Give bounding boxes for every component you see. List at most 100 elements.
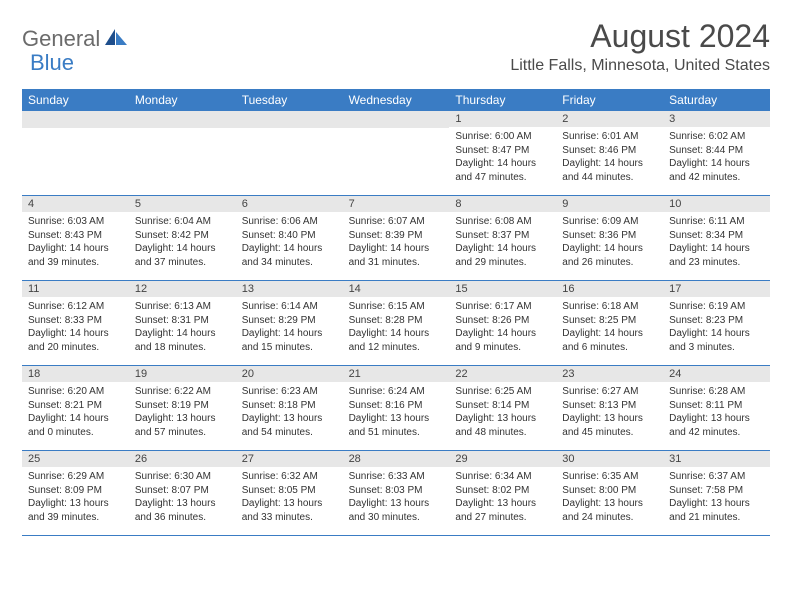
weekday-sunday: Sunday [22, 89, 129, 111]
day-cell: 9Sunrise: 6:09 AMSunset: 8:36 PMDaylight… [556, 196, 663, 280]
sunrise-line: Sunrise: 6:03 AM [28, 215, 123, 229]
day-number: 19 [129, 366, 236, 382]
page-title: August 2024 [510, 18, 770, 55]
day-details: Sunrise: 6:20 AMSunset: 8:21 PMDaylight:… [22, 382, 129, 443]
day-number: 7 [343, 196, 450, 212]
day-number: 20 [236, 366, 343, 382]
sunset-line: Sunset: 8:31 PM [135, 314, 230, 328]
logo-text-general: General [22, 26, 100, 52]
weekday-header: SundayMondayTuesdayWednesdayThursdayFrid… [22, 89, 770, 111]
sunrise-line: Sunrise: 6:33 AM [349, 470, 444, 484]
day-cell: 17Sunrise: 6:19 AMSunset: 8:23 PMDayligh… [663, 281, 770, 365]
daylight-line: Daylight: 13 hours and 48 minutes. [455, 412, 550, 439]
sunrise-line: Sunrise: 6:19 AM [669, 300, 764, 314]
sunrise-line: Sunrise: 6:32 AM [242, 470, 337, 484]
week-row: 1Sunrise: 6:00 AMSunset: 8:47 PMDaylight… [22, 111, 770, 196]
title-block: August 2024 Little Falls, Minnesota, Uni… [510, 18, 770, 75]
day-number: 15 [449, 281, 556, 297]
day-cell: 21Sunrise: 6:24 AMSunset: 8:16 PMDayligh… [343, 366, 450, 450]
sunset-line: Sunset: 8:16 PM [349, 399, 444, 413]
day-number: 11 [22, 281, 129, 297]
logo-sail-icon [103, 27, 129, 52]
day-details: Sunrise: 6:25 AMSunset: 8:14 PMDaylight:… [449, 382, 556, 443]
day-details: Sunrise: 6:24 AMSunset: 8:16 PMDaylight:… [343, 382, 450, 443]
day-details: Sunrise: 6:32 AMSunset: 8:05 PMDaylight:… [236, 467, 343, 528]
daylight-line: Daylight: 13 hours and 27 minutes. [455, 497, 550, 524]
sunset-line: Sunset: 8:46 PM [562, 144, 657, 158]
sunset-line: Sunset: 8:07 PM [135, 484, 230, 498]
day-details: Sunrise: 6:08 AMSunset: 8:37 PMDaylight:… [449, 212, 556, 273]
sunrise-line: Sunrise: 6:07 AM [349, 215, 444, 229]
header: General Blue August 2024 Little Falls, M… [0, 0, 792, 81]
daylight-line: Daylight: 13 hours and 33 minutes. [242, 497, 337, 524]
day-details: Sunrise: 6:23 AMSunset: 8:18 PMDaylight:… [236, 382, 343, 443]
day-number: 4 [22, 196, 129, 212]
day-number: 30 [556, 451, 663, 467]
day-details: Sunrise: 6:37 AMSunset: 7:58 PMDaylight:… [663, 467, 770, 528]
day-cell: 3Sunrise: 6:02 AMSunset: 8:44 PMDaylight… [663, 111, 770, 195]
weekday-tuesday: Tuesday [236, 89, 343, 111]
day-details: Sunrise: 6:02 AMSunset: 8:44 PMDaylight:… [663, 127, 770, 188]
day-details: Sunrise: 6:27 AMSunset: 8:13 PMDaylight:… [556, 382, 663, 443]
sunrise-line: Sunrise: 6:35 AM [562, 470, 657, 484]
day-details: Sunrise: 6:13 AMSunset: 8:31 PMDaylight:… [129, 297, 236, 358]
day-details: Sunrise: 6:22 AMSunset: 8:19 PMDaylight:… [129, 382, 236, 443]
day-number: 29 [449, 451, 556, 467]
daylight-line: Daylight: 14 hours and 12 minutes. [349, 327, 444, 354]
day-number: 14 [343, 281, 450, 297]
sunrise-line: Sunrise: 6:25 AM [455, 385, 550, 399]
day-cell: 27Sunrise: 6:32 AMSunset: 8:05 PMDayligh… [236, 451, 343, 535]
day-number: 8 [449, 196, 556, 212]
day-number: 27 [236, 451, 343, 467]
daylight-line: Daylight: 14 hours and 0 minutes. [28, 412, 123, 439]
sunrise-line: Sunrise: 6:18 AM [562, 300, 657, 314]
day-cell: 18Sunrise: 6:20 AMSunset: 8:21 PMDayligh… [22, 366, 129, 450]
weekday-wednesday: Wednesday [343, 89, 450, 111]
sunset-line: Sunset: 8:34 PM [669, 229, 764, 243]
day-details: Sunrise: 6:12 AMSunset: 8:33 PMDaylight:… [22, 297, 129, 358]
day-number: 12 [129, 281, 236, 297]
daylight-line: Daylight: 14 hours and 39 minutes. [28, 242, 123, 269]
day-number: 23 [556, 366, 663, 382]
day-number [22, 111, 129, 128]
day-details: Sunrise: 6:09 AMSunset: 8:36 PMDaylight:… [556, 212, 663, 273]
sunset-line: Sunset: 8:19 PM [135, 399, 230, 413]
day-number: 28 [343, 451, 450, 467]
sunrise-line: Sunrise: 6:14 AM [242, 300, 337, 314]
daylight-line: Daylight: 14 hours and 31 minutes. [349, 242, 444, 269]
day-details: Sunrise: 6:00 AMSunset: 8:47 PMDaylight:… [449, 127, 556, 188]
day-number: 5 [129, 196, 236, 212]
day-number: 3 [663, 111, 770, 127]
day-cell: 2Sunrise: 6:01 AMSunset: 8:46 PMDaylight… [556, 111, 663, 195]
day-details: Sunrise: 6:18 AMSunset: 8:25 PMDaylight:… [556, 297, 663, 358]
day-details [236, 128, 343, 188]
sunset-line: Sunset: 8:40 PM [242, 229, 337, 243]
day-details: Sunrise: 6:15 AMSunset: 8:28 PMDaylight:… [343, 297, 450, 358]
daylight-line: Daylight: 13 hours and 57 minutes. [135, 412, 230, 439]
day-details: Sunrise: 6:33 AMSunset: 8:03 PMDaylight:… [343, 467, 450, 528]
daylight-line: Daylight: 14 hours and 3 minutes. [669, 327, 764, 354]
day-details: Sunrise: 6:30 AMSunset: 8:07 PMDaylight:… [129, 467, 236, 528]
day-number: 13 [236, 281, 343, 297]
sunrise-line: Sunrise: 6:11 AM [669, 215, 764, 229]
day-cell: 22Sunrise: 6:25 AMSunset: 8:14 PMDayligh… [449, 366, 556, 450]
day-details [343, 128, 450, 188]
daylight-line: Daylight: 14 hours and 20 minutes. [28, 327, 123, 354]
sunset-line: Sunset: 8:13 PM [562, 399, 657, 413]
day-cell: 14Sunrise: 6:15 AMSunset: 8:28 PMDayligh… [343, 281, 450, 365]
day-details: Sunrise: 6:28 AMSunset: 8:11 PMDaylight:… [663, 382, 770, 443]
day-details: Sunrise: 6:11 AMSunset: 8:34 PMDaylight:… [663, 212, 770, 273]
day-number: 10 [663, 196, 770, 212]
daylight-line: Daylight: 14 hours and 18 minutes. [135, 327, 230, 354]
sunrise-line: Sunrise: 6:24 AM [349, 385, 444, 399]
day-number: 31 [663, 451, 770, 467]
daylight-line: Daylight: 14 hours and 23 minutes. [669, 242, 764, 269]
week-row: 11Sunrise: 6:12 AMSunset: 8:33 PMDayligh… [22, 281, 770, 366]
day-cell: 25Sunrise: 6:29 AMSunset: 8:09 PMDayligh… [22, 451, 129, 535]
sunrise-line: Sunrise: 6:13 AM [135, 300, 230, 314]
day-cell: 30Sunrise: 6:35 AMSunset: 8:00 PMDayligh… [556, 451, 663, 535]
sunset-line: Sunset: 8:00 PM [562, 484, 657, 498]
sunset-line: Sunset: 8:43 PM [28, 229, 123, 243]
sunset-line: Sunset: 8:21 PM [28, 399, 123, 413]
weekday-saturday: Saturday [663, 89, 770, 111]
